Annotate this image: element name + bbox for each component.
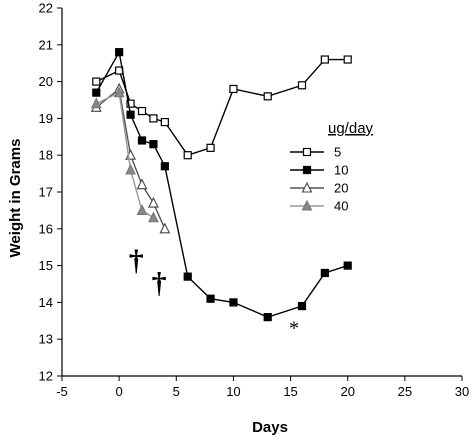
legend-title: ug/day	[328, 120, 374, 137]
data-point-20	[148, 196, 159, 208]
x-tick-label: -5	[56, 384, 68, 399]
x-axis-title: Days	[252, 419, 288, 436]
data-point-5	[183, 151, 192, 160]
axes	[61, 8, 462, 377]
series	[90, 48, 352, 322]
legend-item-40: 40	[290, 199, 348, 214]
y-axis-title: Weight in Grams	[7, 139, 24, 258]
tick-labels: 12 13 14 15 16 17 18 19 20 21 22 -5 0 5 10 15 20 25 30	[39, 1, 470, 400]
data-point-10	[115, 48, 124, 57]
legend-marker	[302, 147, 312, 157]
asterisk-annotation: *	[289, 317, 299, 339]
data-point-5	[137, 106, 147, 116]
tick-marks	[57, 7, 463, 381]
data-point-5	[126, 99, 135, 108]
data-point-5	[149, 114, 158, 123]
data-point-10	[126, 110, 135, 119]
legend-label: 5	[334, 145, 341, 160]
data-point-5	[92, 77, 101, 86]
legend-label: 20	[334, 181, 348, 196]
data-point-10	[92, 88, 101, 97]
data-point-20	[136, 178, 148, 190]
series-5	[92, 55, 352, 160]
x-tick-label: 10	[226, 384, 240, 399]
legend-marker	[301, 199, 313, 211]
y-tick-label: 16	[39, 221, 53, 236]
dagger-annotation: †	[152, 266, 167, 299]
legend-item-5: 5	[290, 145, 341, 160]
data-point-10	[297, 301, 307, 311]
x-tick-label: 30	[455, 384, 469, 399]
y-tick-label: 19	[39, 111, 53, 126]
data-point-5	[206, 143, 215, 152]
y-tick-label: 18	[39, 148, 53, 163]
data-point-40	[125, 163, 136, 175]
x-tick-label: 0	[116, 384, 123, 399]
dagger-annotation: †	[129, 244, 144, 277]
data-point-10	[149, 140, 158, 149]
data-point-40	[113, 86, 125, 98]
y-tick-label: 13	[39, 332, 53, 347]
data-point-40	[148, 211, 159, 223]
x-tick-label: 25	[398, 384, 412, 399]
data-point-10	[137, 136, 147, 145]
data-point-10	[263, 313, 272, 322]
legend: ug/day 5 10 20 40	[290, 120, 374, 214]
data-point-10	[183, 272, 192, 281]
y-tick-label: 12	[39, 369, 53, 384]
data-point-5	[297, 81, 307, 90]
data-point-10	[320, 268, 329, 278]
legend-item-20: 20	[290, 181, 348, 196]
y-tick-label: 20	[39, 74, 53, 89]
data-point-10	[343, 261, 352, 270]
data-point-5	[263, 92, 272, 101]
data-point-10	[206, 294, 215, 303]
x-tick-label: 20	[340, 384, 354, 399]
data-point-5	[229, 84, 238, 94]
data-point-10	[229, 298, 238, 307]
data-point-5	[320, 55, 329, 64]
data-point-10	[160, 162, 169, 171]
y-tick-label: 22	[39, 1, 53, 16]
y-tick-label: 14	[39, 295, 53, 310]
x-tick-label: 5	[173, 384, 180, 399]
annotations: †† *	[129, 244, 299, 339]
legend-marker	[302, 165, 312, 175]
legend-marker	[301, 181, 313, 193]
data-point-40	[136, 204, 148, 215]
legend-label: 10	[334, 163, 348, 178]
data-point-20	[159, 222, 171, 234]
y-tick-label: 17	[39, 185, 53, 200]
data-point-40	[90, 97, 102, 109]
x-tick-label: 15	[283, 384, 297, 399]
series-10	[92, 48, 352, 322]
series-20	[90, 82, 171, 234]
data-point-5	[343, 55, 352, 64]
y-tick-label: 15	[39, 258, 53, 273]
legend-item-10: 10	[290, 163, 348, 178]
y-tick-label: 21	[39, 37, 53, 52]
series-40	[90, 86, 159, 223]
data-point-5	[160, 117, 169, 127]
legend-label: 40	[334, 199, 348, 214]
